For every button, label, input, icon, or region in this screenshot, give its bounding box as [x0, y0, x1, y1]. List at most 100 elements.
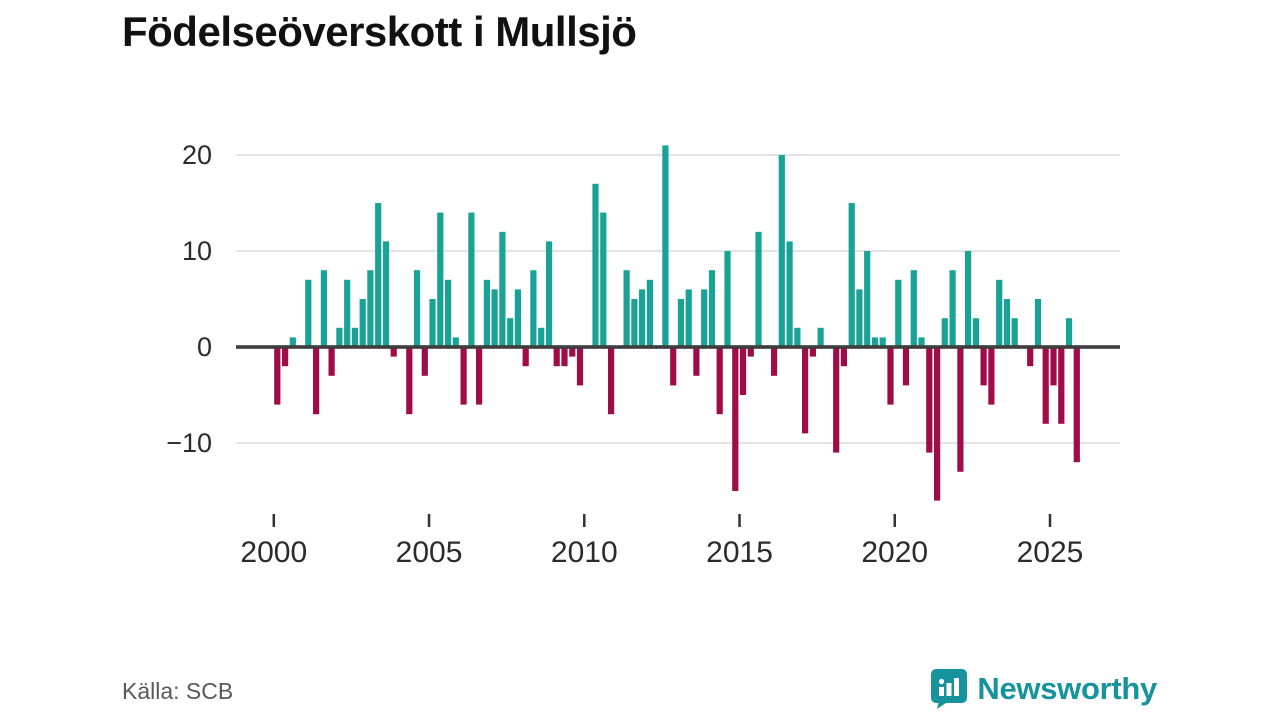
bar-2008-q1: [522, 347, 529, 367]
bar-2012-q1: [646, 279, 653, 347]
bar-2016-q3: [786, 241, 793, 347]
bar-2012-q3: [662, 145, 669, 347]
bar-2022-q3: [972, 318, 979, 347]
bar-2016-q1: [771, 347, 778, 376]
zero-axis-line: [236, 345, 1120, 349]
bar-2003-q1: [367, 270, 374, 347]
bar-2024-q4: [1042, 347, 1049, 424]
y-axis-label-0: 0: [197, 332, 212, 362]
bar-2008-q2: [530, 270, 537, 347]
bar-2016-q4: [794, 327, 801, 347]
bar-2011-q4: [639, 289, 646, 347]
bar-2023-q3: [1003, 299, 1010, 347]
bar-2005-q3: [445, 279, 452, 347]
bar-2022-q4: [980, 347, 987, 386]
bar-2004-q2: [406, 347, 413, 415]
bar-2009-q3: [569, 347, 576, 357]
bar-2001-q2: [313, 347, 320, 415]
bar-2017-q1: [802, 347, 809, 434]
x-axis-label-2025: 2025: [1017, 536, 1084, 569]
bar-2025-q4: [1073, 347, 1080, 463]
bar-2023-q1: [988, 347, 995, 405]
bar-2000-q2: [282, 347, 289, 367]
y-axis-label-10: 10: [182, 236, 212, 266]
bar-2011-q3: [631, 299, 638, 347]
bar-2020-q4: [918, 337, 925, 347]
source-label: Källa: SCB: [122, 678, 234, 704]
bar-2021-q1: [926, 347, 933, 453]
bar-2004-q4: [421, 347, 428, 376]
bar-2020-q2: [902, 347, 910, 386]
bar-2008-q4: [545, 241, 553, 347]
bar-2014-q2: [716, 347, 723, 415]
bar-2016-q2: [778, 155, 785, 347]
bar-2000-q1: [274, 347, 281, 405]
newsworthy-wordmark: Newsworthy: [977, 671, 1157, 706]
bar-2004-q3: [413, 270, 421, 347]
bar-2025-q3: [1065, 318, 1073, 347]
bar-2018-q3: [848, 203, 855, 347]
bar-2024-q3: [1034, 299, 1042, 347]
bar-2018-q1: [833, 347, 840, 453]
bar-2025-q1: [1050, 347, 1057, 386]
bar-2003-q2: [375, 203, 382, 347]
bar-2007-q4: [514, 289, 521, 347]
x-axis-label-2005: 2005: [396, 536, 463, 569]
bar-2019-q4: [887, 347, 894, 405]
bar-2014-q4: [732, 347, 739, 491]
bar-2002-q3: [351, 327, 358, 347]
bar-2001-q1: [305, 279, 312, 347]
bar-2006-q2: [468, 212, 475, 347]
bar-2017-q2: [809, 347, 816, 357]
x-axis-label-2010: 2010: [551, 536, 618, 569]
chart-title: Födelseöverskott i Mullsjö: [122, 8, 637, 55]
bar-2021-q3: [941, 318, 948, 347]
bar-2011-q2: [623, 270, 630, 347]
bar-2006-q3: [476, 347, 483, 405]
bar-2021-q4: [949, 270, 956, 347]
bar-2010-q4: [608, 347, 615, 415]
y-axis-label--10: −10: [166, 428, 212, 458]
bar-2018-q4: [856, 289, 863, 347]
bar-2024-q2: [1027, 347, 1034, 367]
bar-2013-q4: [701, 289, 708, 347]
bar-2002-q1: [336, 327, 343, 347]
x-axis-label-2020: 2020: [861, 536, 928, 569]
bar-2001-q4: [328, 347, 335, 376]
bar-2003-q3: [382, 241, 390, 347]
bar-2019-q3: [879, 337, 886, 347]
bar-2010-q2: [592, 183, 599, 347]
bar-2015-q1: [739, 347, 747, 395]
newsworthy-logo: Newsworthy: [930, 668, 1157, 710]
bar-2022-q1: [957, 347, 964, 472]
bar-2005-q4: [452, 337, 459, 347]
bar-2022-q2: [965, 251, 972, 347]
bar-2025-q2: [1058, 347, 1065, 424]
bar-2007-q3: [507, 318, 514, 347]
bar-2003-q4: [390, 347, 397, 357]
bar-2013-q3: [693, 347, 700, 376]
bar-2014-q1: [708, 270, 716, 347]
bar-2014-q3: [724, 251, 731, 347]
bar-2019-q2: [871, 337, 879, 347]
x-axis-label-2000: 2000: [240, 536, 307, 569]
bar-2002-q2: [344, 279, 351, 347]
bar-2002-q4: [359, 299, 366, 347]
bar-2020-q3: [910, 270, 917, 347]
bar-2001-q3: [320, 270, 327, 347]
bar-2017-q3: [817, 327, 824, 347]
bar-2020-q1: [895, 279, 902, 347]
bar-2012-q4: [670, 347, 677, 386]
bar-2015-q2: [747, 347, 754, 357]
bar-2021-q2: [934, 347, 941, 501]
bar-2007-q2: [499, 231, 506, 347]
bar-2007-q1: [491, 289, 498, 347]
bar-2023-q4: [1011, 318, 1018, 347]
bar-2009-q4: [576, 347, 584, 386]
x-axis-label-2015: 2015: [706, 536, 773, 569]
bar-2013-q1: [677, 299, 684, 347]
newsworthy-icon: [931, 669, 968, 709]
bar-2023-q2: [996, 279, 1003, 347]
bar-2006-q1: [460, 347, 467, 405]
